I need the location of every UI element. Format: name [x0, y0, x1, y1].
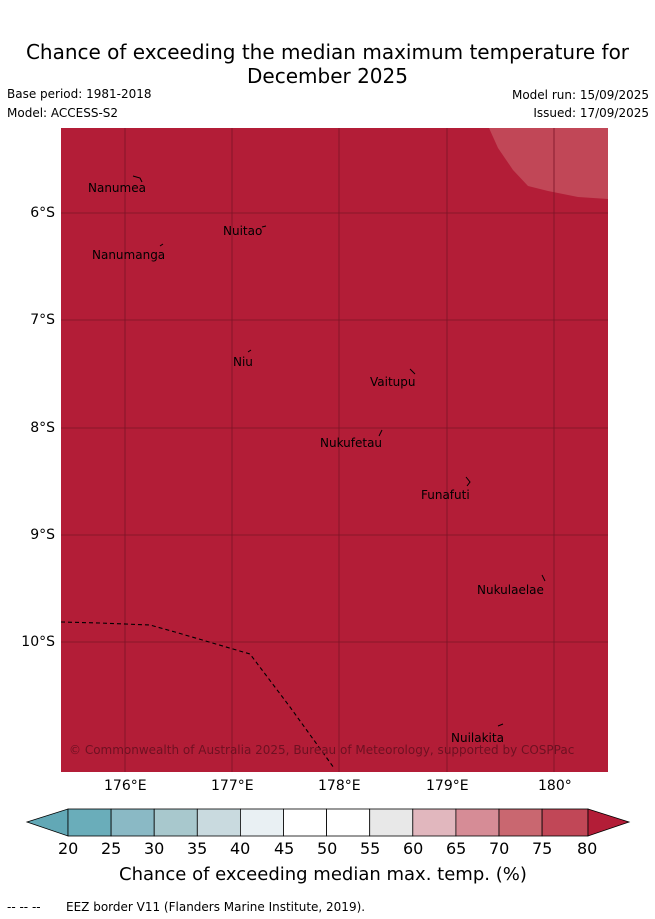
- island-label: Nuilakita: [451, 731, 504, 745]
- nuilakita-atoll: [497, 723, 504, 727]
- island-label: Funafuti: [421, 488, 470, 502]
- lat-tick-label: 6°S: [30, 205, 55, 221]
- colorbar-segment: [498, 808, 543, 837]
- colorbar-label: 55: [360, 839, 381, 858]
- colorbar-label: 75: [532, 839, 553, 858]
- island-label: Nanumanga: [92, 248, 165, 262]
- island-label: Nukulaelae: [477, 583, 544, 597]
- model-text: Model: ACCESS-S2: [7, 106, 119, 120]
- colorbar-segment: [153, 808, 198, 837]
- colorbar-segment: [239, 808, 284, 837]
- map-title-line1: Chance of exceeding the median maximum t…: [25, 40, 630, 64]
- island-labels: Nanumea Nuitao Nanumanga Niu Vaitupu Nuk…: [88, 181, 544, 745]
- base-period-text: Base period: 1981-2018: [7, 87, 152, 101]
- nukufetau-atoll: [378, 429, 383, 437]
- colorbar-title: Chance of exceeding median max. temp. (%…: [119, 864, 527, 885]
- island-label: Vaitupu: [370, 375, 416, 389]
- colorbar-segment: [67, 808, 112, 837]
- niu-atoll: [247, 349, 252, 353]
- lon-tick-label: 180°: [538, 778, 572, 794]
- colorbar-segment: [541, 808, 589, 837]
- colorbar-segment: [110, 808, 155, 837]
- model-run-text: Model run: 15/09/2025: [511, 88, 649, 102]
- colorbar-label: 25: [101, 839, 122, 858]
- map-background: [61, 128, 608, 772]
- island-label: Niu: [233, 355, 253, 369]
- gridlines: [61, 128, 608, 772]
- colorbar-segment: [369, 808, 414, 837]
- island-label: Nanumea: [88, 181, 146, 195]
- nuitao-atoll: [261, 225, 267, 228]
- colorbar-label: 70: [489, 839, 510, 858]
- lon-tick-label: 179°E: [426, 778, 469, 794]
- eez-legend-label: EEZ border V11 (Flanders Marine Institut…: [66, 900, 366, 914]
- colorbar-label: 80: [577, 839, 598, 858]
- colorbar-label: 60: [403, 839, 424, 858]
- nanumanga-atoll: [159, 243, 164, 247]
- copyright-notice: © Commonwealth of Australia 2025, Bureau…: [69, 743, 574, 757]
- colorbar-label: 45: [274, 839, 295, 858]
- high-probability-zone: [489, 128, 608, 199]
- map-title-line2: December 2025: [247, 64, 408, 88]
- colorbar-label: 35: [187, 839, 208, 858]
- colorbar-low-arrow: [25, 808, 69, 837]
- lon-tick-label: 177°E: [211, 778, 254, 794]
- lat-tick-label: 8°S: [30, 420, 55, 436]
- colorbar-segment: [326, 808, 371, 837]
- colorbar-segment: [412, 808, 457, 837]
- nukulaelae-atoll: [541, 574, 546, 582]
- funafuti-atoll: [465, 476, 471, 487]
- lat-tick-label: 7°S: [30, 312, 55, 328]
- colorbar-label: 50: [317, 839, 338, 858]
- colorbar-label: 40: [230, 839, 251, 858]
- eez-border-line: [60, 621, 335, 769]
- lon-tick-label: 178°E: [318, 778, 361, 794]
- colorbar-segment: [455, 808, 500, 837]
- island-shapes: [132, 175, 546, 727]
- lon-tick-label: 176°E: [104, 778, 147, 794]
- colorbar-segment: [283, 808, 327, 837]
- island-label: Nukufetau: [320, 436, 382, 450]
- lat-tick-label: 9°S: [30, 527, 55, 543]
- nanumea-atoll: [132, 175, 143, 183]
- vaitupu-atoll: [409, 368, 416, 375]
- colorbar-high-arrow: [587, 808, 631, 837]
- issued-text: Issued: 17/09/2025: [533, 106, 649, 120]
- colorbar-label: 65: [446, 839, 467, 858]
- colorbar-label: 30: [144, 839, 165, 858]
- colorbar: [25, 808, 631, 837]
- eez-legend-marker: -- -- --: [7, 900, 41, 914]
- colorbar-segment: [196, 808, 241, 837]
- lat-tick-label: 10°S: [21, 634, 55, 650]
- island-label: Nuitao: [223, 224, 262, 238]
- colorbar-label: 20: [58, 839, 79, 858]
